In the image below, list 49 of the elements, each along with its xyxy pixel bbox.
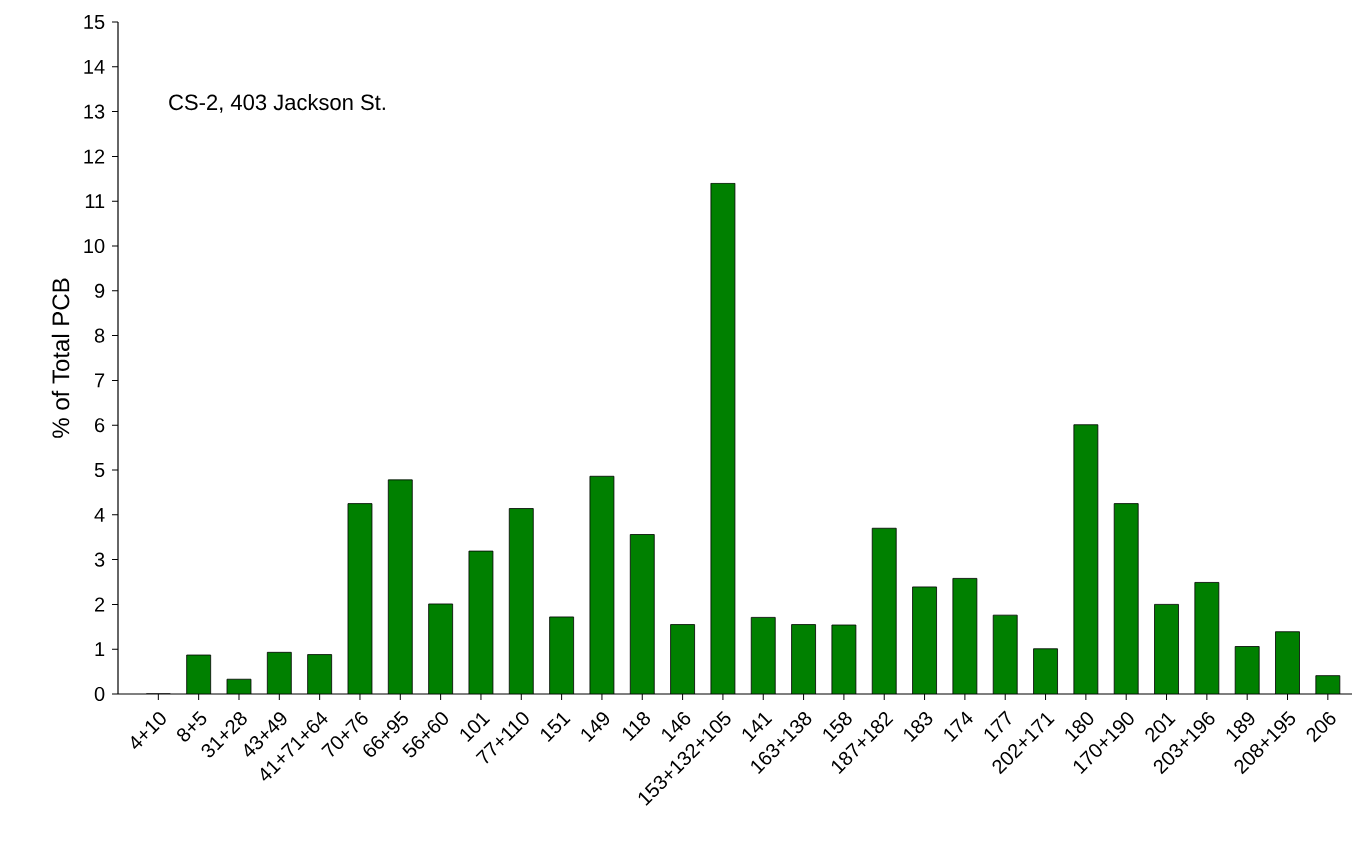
y-tick-label: 0 — [94, 686, 105, 702]
y-tick-label: 3 — [94, 552, 105, 567]
y-axis-title: % of Total PCB — [51, 278, 70, 438]
bar — [186, 655, 211, 694]
y-tick-label: 6 — [95, 418, 105, 433]
bar — [751, 617, 776, 694]
bar — [630, 534, 655, 694]
bar — [1073, 424, 1098, 694]
bar — [428, 603, 453, 694]
y-tick-label: 11 — [85, 194, 105, 209]
bar — [710, 183, 735, 694]
bar — [1114, 503, 1139, 694]
bar — [952, 578, 977, 694]
bar — [791, 624, 816, 694]
bar — [468, 551, 493, 694]
bar — [1275, 631, 1300, 694]
x-tick-label: 206 — [1306, 712, 1336, 743]
bar — [549, 616, 574, 694]
bar — [912, 586, 937, 694]
bar — [993, 615, 1018, 694]
y-tick-label: 10 — [84, 238, 105, 254]
x-tick-label: 149 — [581, 712, 610, 743]
bar — [589, 476, 614, 694]
bar — [872, 528, 897, 694]
x-tick-label: 151 — [540, 712, 571, 742]
y-tick-label: 8 — [94, 328, 105, 343]
bar — [1033, 648, 1058, 694]
bar — [509, 508, 534, 694]
bar — [670, 624, 695, 694]
y-tick-label: 7 — [95, 373, 105, 388]
bar — [307, 654, 332, 694]
y-tick-label: 9 — [94, 283, 105, 298]
text: CS-2, 403 Jackson St. — [169, 93, 385, 113]
y-tick-label: 2 — [95, 597, 105, 612]
y-tick-label: 5 — [94, 463, 105, 477]
y-tick-label: 12 — [84, 149, 105, 164]
y-tick-label: 4 — [94, 507, 105, 522]
bar — [267, 652, 292, 694]
y-tick-label: 15 — [84, 15, 105, 29]
y-tick-label: 13 — [84, 104, 105, 119]
bar — [1194, 582, 1219, 694]
bar — [388, 479, 413, 694]
y-tick-label: 14 — [84, 59, 105, 74]
bar — [1154, 604, 1179, 694]
x-tick-label: 183 — [904, 712, 933, 743]
y-tick-label: 1 — [95, 642, 105, 657]
bar — [1235, 646, 1260, 694]
x-tick-label: 174 — [944, 711, 973, 742]
bar — [347, 503, 372, 694]
